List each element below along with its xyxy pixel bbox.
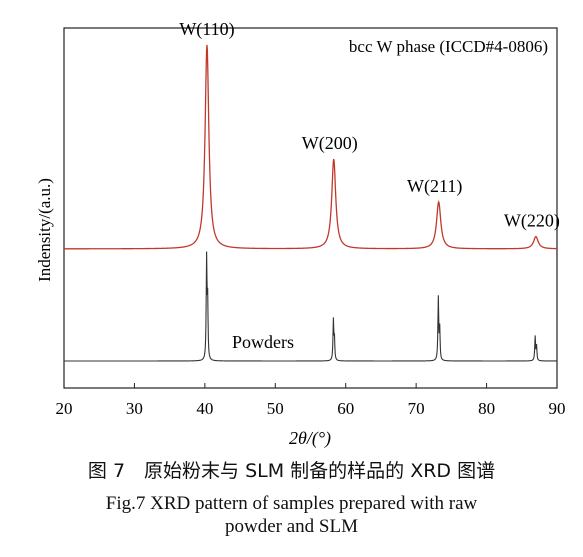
slm-pattern-line (64, 44, 558, 250)
x-ticks (63, 383, 558, 388)
peak-labels: W(110) W(200) W(211) W(220) (179, 19, 560, 232)
peak-label-3: W(220) (504, 211, 560, 232)
x-tick-label-30: 30 (126, 399, 143, 418)
peak-label-0: W(110) (179, 19, 234, 40)
peak-label-1: W(200) (302, 133, 358, 154)
x-tick-label-70: 70 (408, 399, 425, 418)
powders-label: Powders (232, 332, 294, 352)
powders-pattern-line (64, 251, 557, 362)
x-tick-label-50: 50 (267, 399, 284, 418)
caption-en-line1: Fig.7 XRD pattern of samples prepared wi… (105, 493, 478, 514)
x-tick-label-60: 60 (337, 399, 354, 418)
caption-en-line2: powder and SLM (225, 516, 358, 537)
figure-caption-chinese: 图 7 原始粉末与 SLM 制备的样品的 XRD 图谱 (87, 460, 496, 482)
y-axis-label: Indensity/(a.u.) (35, 178, 54, 282)
xrd-chart: 20 30 40 50 60 70 80 90 W(110) W(200) W(211) W(220… (35, 19, 566, 449)
phase-annotation: bcc W phase (ICCD#4-0806) (349, 37, 548, 56)
x-tick-label-90: 90 (549, 399, 566, 418)
x-tick-label-80: 80 (478, 399, 495, 418)
peak-label-2: W(211) (407, 176, 462, 197)
x-tick-label-20: 20 (56, 399, 73, 418)
x-tick-label-40: 40 (196, 399, 213, 418)
x-axis-label: 2θ/(°) (289, 428, 331, 449)
x-tick-labels: 20 30 40 50 60 70 80 90 (56, 399, 566, 418)
plot-frame (63, 27, 558, 389)
figure-caption-english: Fig.7 XRD pattern of samples prepared wi… (0, 492, 583, 538)
